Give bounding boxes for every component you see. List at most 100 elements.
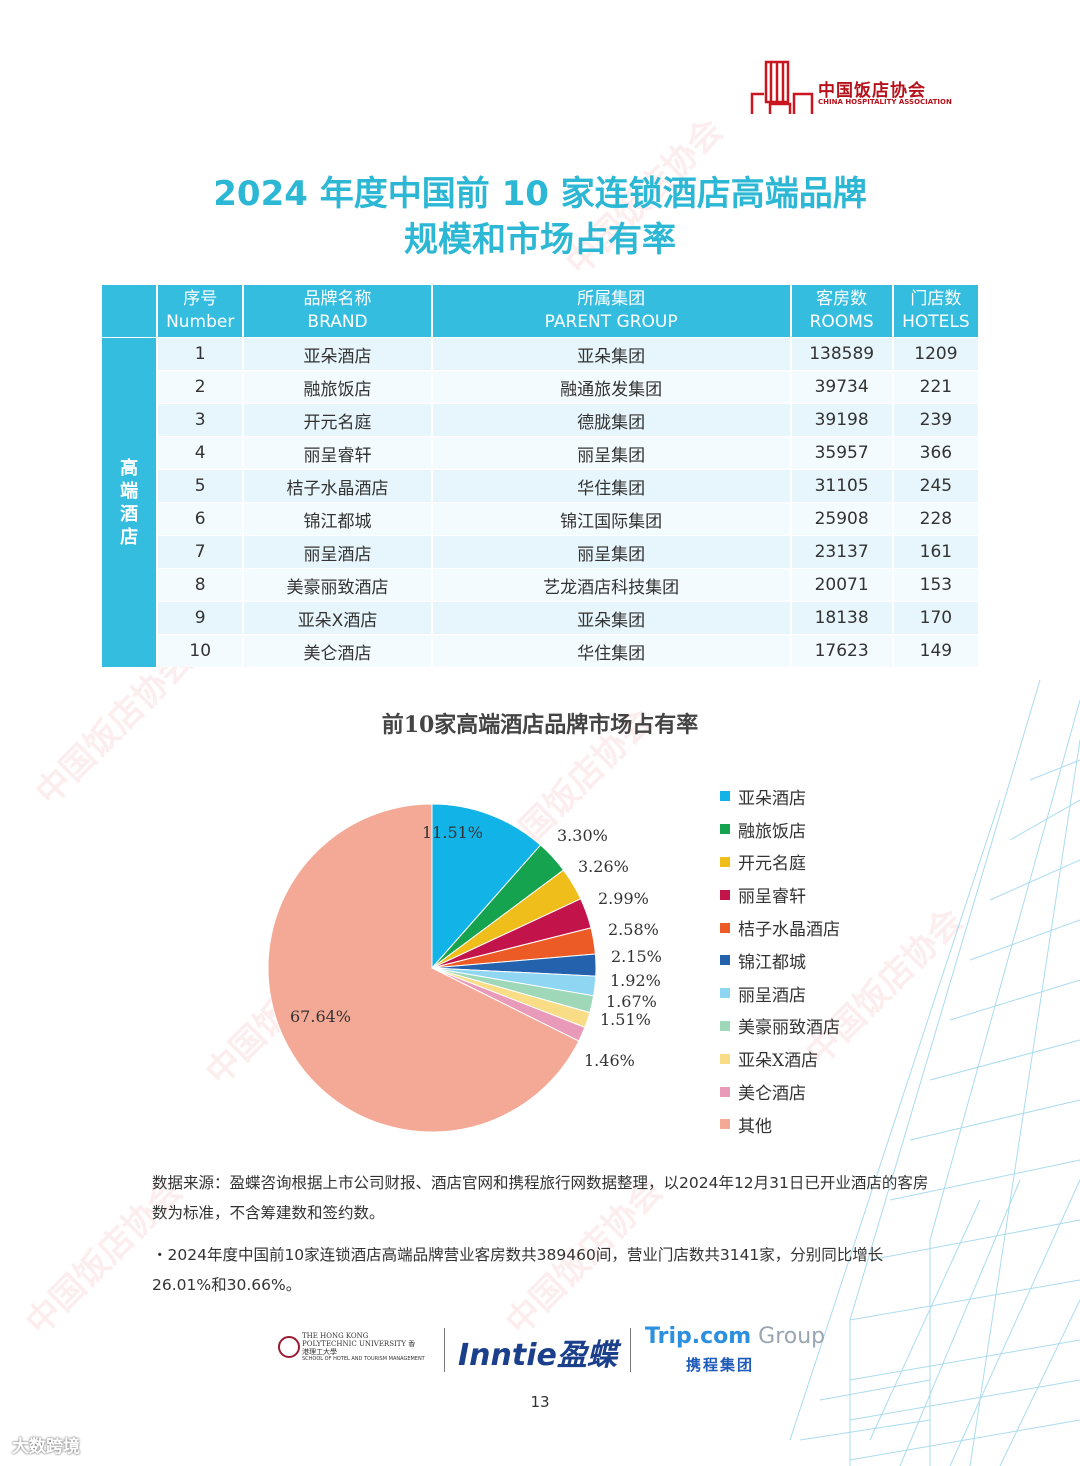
legend-swatch <box>720 922 730 933</box>
cell-rooms: 31105 <box>791 469 894 502</box>
trip-logo-cn: 携程集团 <box>686 1356 755 1374</box>
legend-label: 锦江都城 <box>738 952 806 973</box>
logo-english-name: CHINA HOSPITALITY ASSOCIATION <box>818 98 952 106</box>
cell-brand: 锦江都城 <box>244 502 433 535</box>
col-header-hotels: 门店数 HOTELS <box>893 285 978 337</box>
legend-item: 亚朵X酒店 <box>720 1042 840 1075</box>
cell-hotels: 239 <box>893 403 978 436</box>
cell-number: 9 <box>158 601 245 634</box>
legend-label: 桔子水晶酒店 <box>738 920 840 941</box>
cell-parent-group: 德胧集团 <box>432 403 792 436</box>
cha-logo: 中国饭店协会 CHINA HOSPITALITY ASSOCIATION <box>750 58 960 118</box>
legend-label: 融旅饭店 <box>738 821 806 842</box>
table-row: 5 桔子水晶酒店 华住集团 31105 245 <box>102 469 978 502</box>
cell-brand: 美仑酒店 <box>244 634 433 667</box>
partner-logos: THE HONG KONG POLYTECHNIC UNIVERSITY 香港理… <box>0 1318 1080 1378</box>
cell-number: 7 <box>158 535 245 568</box>
cell-brand: 桔子水晶酒店 <box>244 469 433 502</box>
legend-item: 丽呈睿轩 <box>720 878 840 911</box>
chart-title: 前10家高端酒店品牌市场占有率 <box>381 712 699 738</box>
cell-parent-group: 融通旅发集团 <box>432 370 792 403</box>
cell-brand: 美豪丽致酒店 <box>244 568 433 601</box>
table-row: 6 锦江都城 锦江国际集团 25908 228 <box>102 502 978 535</box>
cell-number: 2 <box>158 370 245 403</box>
cell-rooms: 138589 <box>791 337 894 370</box>
legend-swatch <box>720 988 730 999</box>
cell-parent-group: 华住集团 <box>432 634 792 667</box>
cell-hotels: 161 <box>893 535 978 568</box>
legend-item: 亚朵酒店 <box>720 780 840 813</box>
legend-label: 开元名庭 <box>738 854 806 875</box>
legend-swatch <box>720 1020 730 1031</box>
page-number: 13 <box>530 1393 550 1411</box>
cell-hotels: 170 <box>893 601 978 634</box>
cell-number: 3 <box>158 403 245 436</box>
polyu-emblem-icon <box>278 1336 300 1358</box>
pie-slice-label: 2.15% <box>611 947 662 966</box>
cell-parent-group: 丽呈集团 <box>432 436 792 469</box>
pie-slice-label: 3.30% <box>557 826 608 845</box>
page-title-line2: 规模和市场占有率 <box>404 220 676 260</box>
col-header-parent-group: 所属集团 PARENT GROUP <box>432 285 792 337</box>
polyu-name: THE HONG KONG POLYTECHNIC UNIVERSITY 香港理… <box>302 1332 416 1356</box>
cell-number: 5 <box>158 469 245 502</box>
cell-rooms: 20071 <box>791 568 894 601</box>
table-row: 7 丽呈酒店 丽呈集团 23137 161 <box>102 535 978 568</box>
pie-slice-label: 2.58% <box>608 920 659 939</box>
data-source-note: 数据来源：盈蝶咨询根据上市公司财报、酒店官网和携程旅行网数据整理，以2024年1… <box>152 1174 929 1222</box>
logo-divider <box>444 1328 445 1372</box>
table-row: 8 美豪丽致酒店 艺龙酒店科技集团 20071 153 <box>102 568 978 601</box>
chart-legend: 亚朵酒店 融旅饭店 开元名庭 丽呈睿轩 桔子水晶酒店 锦江都城 丽呈酒店 美豪丽致酒店 亚朵X酒… <box>720 780 840 1141</box>
polyu-school: SCHOOL OF HOTEL AND TOURISM MANAGEMENT <box>302 1356 425 1362</box>
cell-number: 8 <box>158 568 245 601</box>
trip-logo: Trip.com Group <box>645 1324 826 1349</box>
cell-rooms: 18138 <box>791 601 894 634</box>
cell-brand: 开元名庭 <box>244 403 433 436</box>
cell-rooms: 23137 <box>791 535 894 568</box>
cell-parent-group: 丽呈集团 <box>432 535 792 568</box>
table-row: 3 开元名庭 德胧集团 39198 239 <box>102 403 978 436</box>
cell-hotels: 228 <box>893 502 978 535</box>
market-share-pie-chart <box>267 803 597 1133</box>
legend-item: 丽呈酒店 <box>720 977 840 1010</box>
brand-ranking-table: 序号 Number 品牌名称 BRAND 所属集团 PARENT GROUP 客房数 R… <box>102 285 978 667</box>
cell-brand: 亚朵酒店 <box>244 337 433 370</box>
logo-chinese-name: 中国饭店协会 <box>818 81 926 101</box>
legend-swatch <box>720 1053 730 1064</box>
cell-parent-group: 亚朵集团 <box>432 601 792 634</box>
legend-label: 丽呈睿轩 <box>738 887 806 908</box>
cell-parent-group: 艺龙酒店科技集团 <box>432 568 792 601</box>
col-header-brand: 品牌名称 BRAND <box>244 285 433 337</box>
legend-swatch <box>720 791 730 802</box>
table-header-row: 序号 Number 品牌名称 BRAND 所属集团 PARENT GROUP 客房数 R… <box>102 285 978 337</box>
table-row: 2 融旅饭店 融通旅发集团 39734 221 <box>102 370 978 403</box>
table-row: 9 亚朵X酒店 亚朵集团 18138 170 <box>102 601 978 634</box>
pie-slice-label: 2.99% <box>598 889 649 908</box>
cell-number: 10 <box>158 634 245 667</box>
legend-label: 美仑酒店 <box>738 1084 806 1105</box>
legend-item: 其他 <box>720 1108 840 1141</box>
cell-brand: 丽呈睿轩 <box>244 436 433 469</box>
legend-swatch <box>720 856 730 867</box>
cell-hotels: 1209 <box>893 337 978 370</box>
category-label: 高端酒店 <box>102 337 159 667</box>
legend-label: 亚朵X酒店 <box>738 1051 819 1072</box>
legend-swatch <box>720 1086 730 1097</box>
pie-slice-label: 3.26% <box>578 857 629 876</box>
cell-hotels: 153 <box>893 568 978 601</box>
cell-number: 6 <box>158 502 245 535</box>
pie-slice-label: 1.51% <box>600 1010 651 1029</box>
cell-hotels: 245 <box>893 469 978 502</box>
cell-number: 4 <box>158 436 245 469</box>
pie-slice <box>267 803 580 1133</box>
legend-item: 融旅饭店 <box>720 813 840 846</box>
cell-brand: 亚朵X酒店 <box>244 601 433 634</box>
cell-rooms: 35957 <box>791 436 894 469</box>
col-header-rooms: 客房数 ROOMS <box>791 285 894 337</box>
legend-label: 丽呈酒店 <box>738 985 806 1006</box>
cell-rooms: 39734 <box>791 370 894 403</box>
table-row: 4 丽呈睿轩 丽呈集团 35957 366 <box>102 436 978 469</box>
page-title-line1: 2024 年度中国前 10 家连锁酒店高端品牌 <box>213 174 867 214</box>
legend-swatch <box>720 889 730 900</box>
pie-slice-label: 1.92% <box>610 971 661 990</box>
